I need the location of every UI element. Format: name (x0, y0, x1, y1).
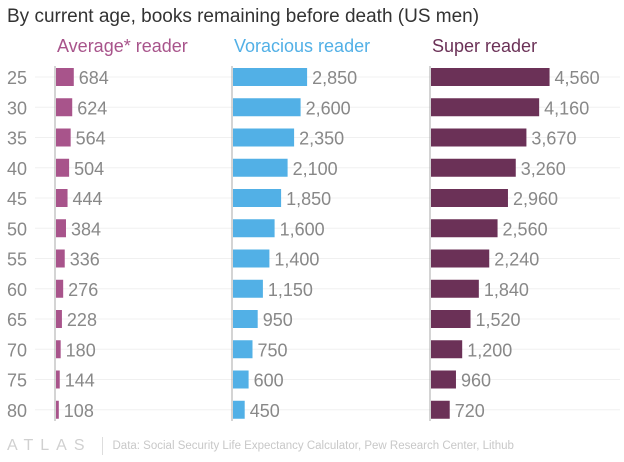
data-label: 450 (250, 401, 280, 421)
data-label: 3,670 (531, 129, 576, 149)
bar (431, 340, 463, 359)
data-label: 1,520 (476, 310, 521, 330)
data-label: 1,840 (484, 280, 529, 300)
data-label: 950 (263, 310, 293, 330)
data-label: 2,240 (494, 250, 539, 270)
bar (56, 68, 74, 86)
data-label: 180 (66, 340, 96, 360)
y-tick-label: 55 (7, 250, 27, 270)
data-label: 1,600 (280, 219, 325, 239)
y-tick-label: 25 (7, 68, 27, 88)
series-header-voracious: Voracious reader (234, 36, 371, 56)
divider (101, 437, 103, 455)
bar (431, 189, 508, 207)
data-label: 336 (70, 250, 100, 270)
bar (56, 340, 61, 359)
bar (233, 370, 249, 389)
data-label: 444 (73, 189, 103, 209)
data-label: 1,200 (467, 340, 512, 360)
bar (56, 400, 59, 419)
series-header-super: Super reader (432, 36, 538, 56)
data-label: 228 (67, 310, 97, 330)
bar (431, 98, 540, 117)
y-tick-label: 35 (7, 129, 27, 149)
data-label: 108 (64, 401, 94, 421)
bar (431, 279, 479, 298)
y-tick-label: 70 (7, 340, 27, 360)
data-label: 144 (65, 371, 95, 391)
y-tick-label: 45 (7, 189, 27, 209)
data-label: 2,960 (513, 189, 558, 209)
data-label: 600 (254, 371, 284, 391)
data-label: 2,560 (503, 219, 548, 239)
bar (431, 158, 516, 177)
y-tick-label: 60 (7, 280, 27, 300)
data-label: 2,350 (299, 129, 344, 149)
bar (233, 189, 282, 207)
bar (431, 249, 490, 268)
y-tick-label: 75 (7, 371, 27, 391)
bar (56, 279, 64, 298)
y-tick-label: 30 (7, 98, 27, 118)
bar (233, 310, 258, 328)
source-note: Data: Social Security Life Expectancy Ca… (112, 440, 514, 452)
data-label: 1,400 (274, 250, 319, 270)
y-tick-label: 80 (7, 401, 27, 421)
bar (56, 310, 62, 328)
data-label: 1,150 (268, 280, 313, 300)
bar (233, 98, 301, 117)
chart-title: By current age, books remaining before d… (7, 6, 480, 27)
data-label: 4,160 (544, 98, 589, 118)
bar (56, 189, 68, 207)
data-label: 750 (258, 340, 288, 360)
bar (431, 370, 456, 389)
bar (56, 219, 66, 238)
bar (233, 68, 308, 86)
data-label: 276 (68, 280, 98, 300)
data-label: 960 (461, 371, 491, 391)
bar (56, 158, 70, 177)
data-label: 2,100 (293, 159, 338, 179)
series-header-average: Average* reader (57, 36, 188, 56)
bar (56, 98, 73, 117)
bar (233, 249, 270, 268)
bar (56, 249, 65, 268)
data-label: 504 (74, 159, 104, 179)
bar (233, 158, 288, 177)
bar (431, 310, 471, 328)
bar (56, 128, 71, 147)
data-label: 4,560 (555, 68, 600, 88)
data-label: 384 (71, 219, 101, 239)
bar (431, 219, 498, 238)
data-label: 3,260 (521, 159, 566, 179)
data-label: 2,850 (312, 68, 357, 88)
bar-chart: 25 30 35 40 45 50 55 60 65 70 75 80 684 624 564 504 444 3… (7, 66, 620, 421)
bar (233, 128, 295, 147)
footer: ATLAS Data: Social Security Life Expecta… (7, 437, 514, 455)
atlas-logo: ATLAS (7, 437, 92, 454)
bar (233, 219, 275, 238)
data-label: 564 (76, 129, 106, 149)
data-label: 720 (455, 401, 485, 421)
y-tick-label: 50 (7, 219, 27, 239)
bar (431, 400, 450, 419)
y-tick-label: 40 (7, 159, 27, 179)
data-label: 684 (79, 68, 109, 88)
bar (56, 370, 60, 389)
data-label: 624 (77, 98, 107, 118)
bar (431, 128, 527, 147)
bar (431, 68, 550, 86)
bar (233, 340, 253, 359)
bar (233, 400, 245, 419)
data-label: 1,850 (286, 189, 331, 209)
bar (233, 279, 263, 298)
data-label: 2,600 (306, 98, 351, 118)
y-tick-label: 65 (7, 310, 27, 330)
